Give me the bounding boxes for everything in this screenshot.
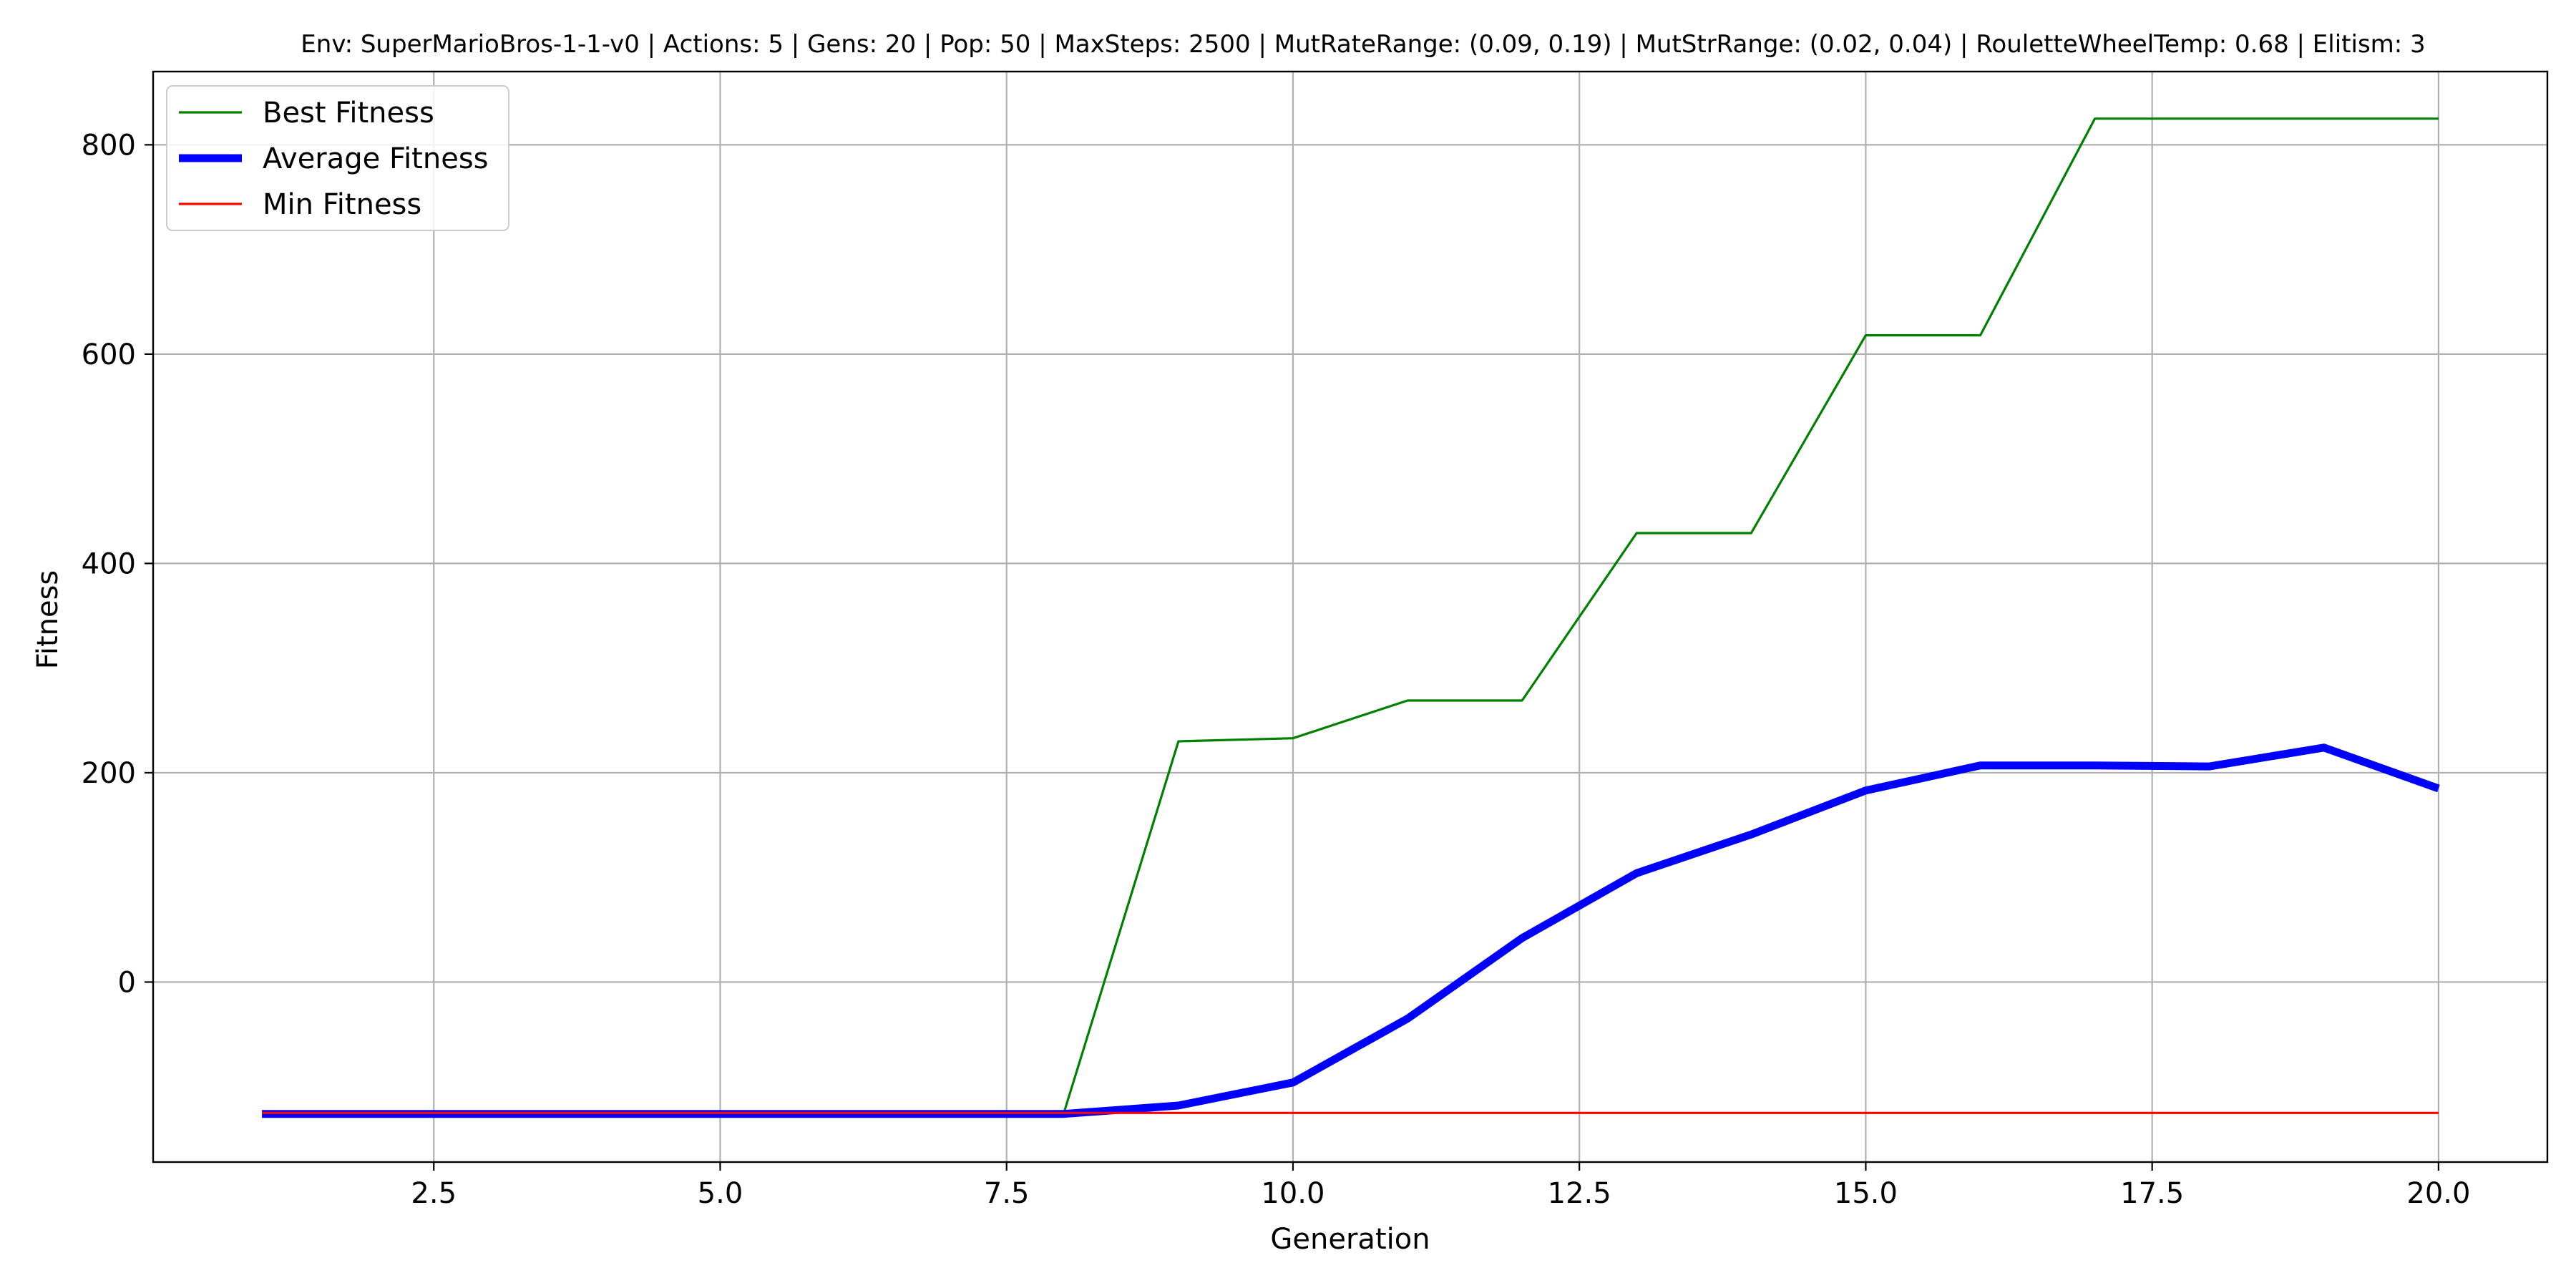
x-tick-label: 12.5	[1548, 1177, 1611, 1210]
y-axis-ticks: 0 200 400 600 800	[82, 129, 153, 999]
y-tick-label: 600	[82, 338, 136, 371]
x-tick-label: 20.0	[2406, 1177, 2470, 1210]
legend-label: Min Fitness	[263, 188, 421, 221]
x-tick-label: 2.5	[411, 1177, 457, 1210]
x-axis-label: Generation	[1270, 1223, 1430, 1256]
y-tick-label: 800	[82, 129, 136, 162]
y-axis-label: Fitness	[31, 570, 64, 670]
legend: Best Fitness Average Fitness Min Fitness	[166, 85, 509, 231]
x-axis-ticks: 2.5 5.0 7.5 10.0 12.5 15.0 17.5 20.0	[411, 1162, 2470, 1210]
x-tick-label: 5.0	[698, 1177, 743, 1210]
legend-label: Average Fitness	[263, 142, 489, 175]
x-tick-label: 10.0	[1261, 1177, 1324, 1210]
y-tick-label: 400	[82, 547, 136, 580]
chart-title: Env: SuperMarioBros-1-1-v0 | Actions: 5 …	[301, 30, 2425, 59]
grid-lines	[153, 72, 2547, 1162]
series-lines	[262, 117, 2440, 1118]
legend-box	[166, 85, 509, 231]
legend-items: Best Fitness Average Fitness Min Fitness	[179, 97, 489, 221]
y-tick-label: 200	[82, 757, 136, 790]
plot-frame	[152, 70, 2549, 1163]
y-tick-label: 0	[118, 966, 136, 999]
x-tick-label: 7.5	[984, 1177, 1030, 1210]
x-tick-label: 15.0	[1834, 1177, 1898, 1210]
x-tick-label: 17.5	[2120, 1177, 2184, 1210]
legend-label: Best Fitness	[263, 97, 434, 130]
